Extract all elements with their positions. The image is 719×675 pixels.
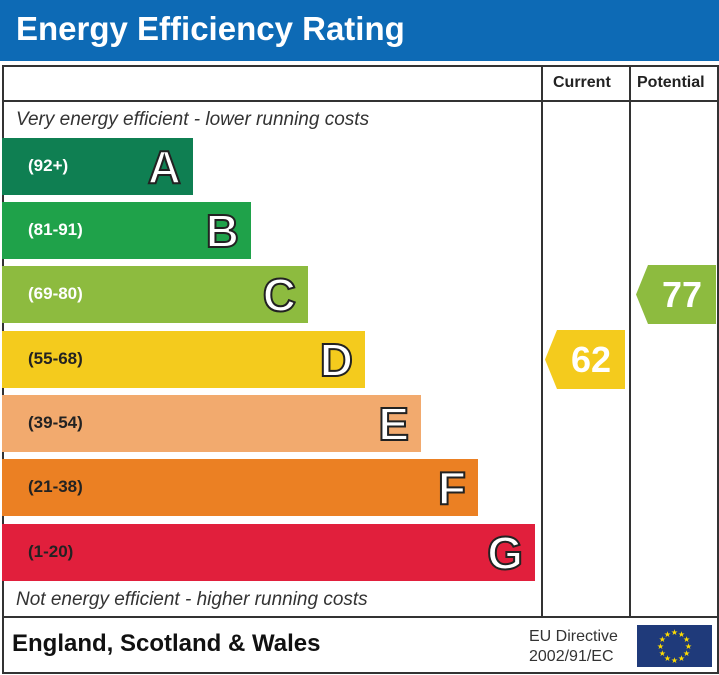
svg-text:★: ★: [657, 642, 664, 651]
divider: [2, 616, 717, 618]
directive-line2: 2002/91/EC: [529, 648, 614, 665]
band-letter: C: [262, 268, 297, 322]
svg-text:★: ★: [671, 628, 678, 637]
band-letter: F: [437, 461, 467, 515]
band-a: (92+) A: [2, 138, 193, 195]
current-rating: 62: [545, 330, 625, 389]
divider: [2, 100, 717, 102]
divider: [629, 65, 631, 617]
svg-text:★: ★: [671, 656, 678, 665]
potential-column-header: Potential: [637, 74, 705, 91]
band-range: (69-80): [28, 284, 83, 303]
band-letter: E: [377, 397, 410, 451]
region-label: England, Scotland & Wales: [12, 630, 321, 657]
band-e: (39-54) E: [2, 395, 421, 452]
header: Energy Efficiency Rating: [0, 0, 719, 61]
potential-rating: 77: [636, 265, 716, 324]
top-note: Very energy efficient - lower running co…: [16, 109, 370, 130]
svg-text:★: ★: [664, 630, 671, 639]
band-c: (69-80) C: [2, 266, 308, 323]
band-g: (1-20) G: [2, 524, 535, 581]
current-rating-value: 62: [570, 339, 611, 380]
band-letter: A: [147, 140, 182, 194]
eu-directive: EU Directive 2002/91/EC: [529, 627, 618, 667]
directive-line1: EU Directive: [529, 628, 618, 645]
page-title: Energy Efficiency Rating: [16, 10, 405, 47]
bottom-note: Not energy efficient - higher running co…: [16, 589, 368, 610]
svg-text:★: ★: [678, 630, 685, 639]
band-range: (81-91): [28, 220, 83, 239]
svg-text:★: ★: [678, 654, 685, 663]
band-range: (21-38): [28, 477, 83, 496]
band-range: (55-68): [28, 349, 83, 368]
band-range: (39-54): [28, 413, 83, 432]
band-range: (1-20): [28, 542, 74, 561]
svg-text:★: ★: [683, 649, 690, 658]
eu-flag-icon: ★ ★ ★ ★ ★ ★ ★ ★ ★ ★ ★ ★: [637, 625, 712, 667]
svg-text:★: ★: [659, 649, 666, 658]
svg-text:★: ★: [685, 642, 692, 651]
band-range: (92+): [28, 156, 69, 175]
band-letter: B: [205, 204, 240, 258]
band-letter: D: [319, 333, 354, 387]
band-letter: G: [486, 526, 524, 580]
current-column-header: Current: [553, 74, 611, 91]
potential-rating-value: 77: [661, 274, 702, 315]
band-d: (55-68) D: [2, 331, 365, 388]
divider: [541, 65, 543, 617]
svg-text:★: ★: [683, 635, 690, 644]
svg-text:★: ★: [659, 635, 666, 644]
svg-text:★: ★: [664, 654, 671, 663]
band-f: (21-38) F: [2, 459, 478, 516]
band-b: (81-91) B: [2, 202, 251, 259]
